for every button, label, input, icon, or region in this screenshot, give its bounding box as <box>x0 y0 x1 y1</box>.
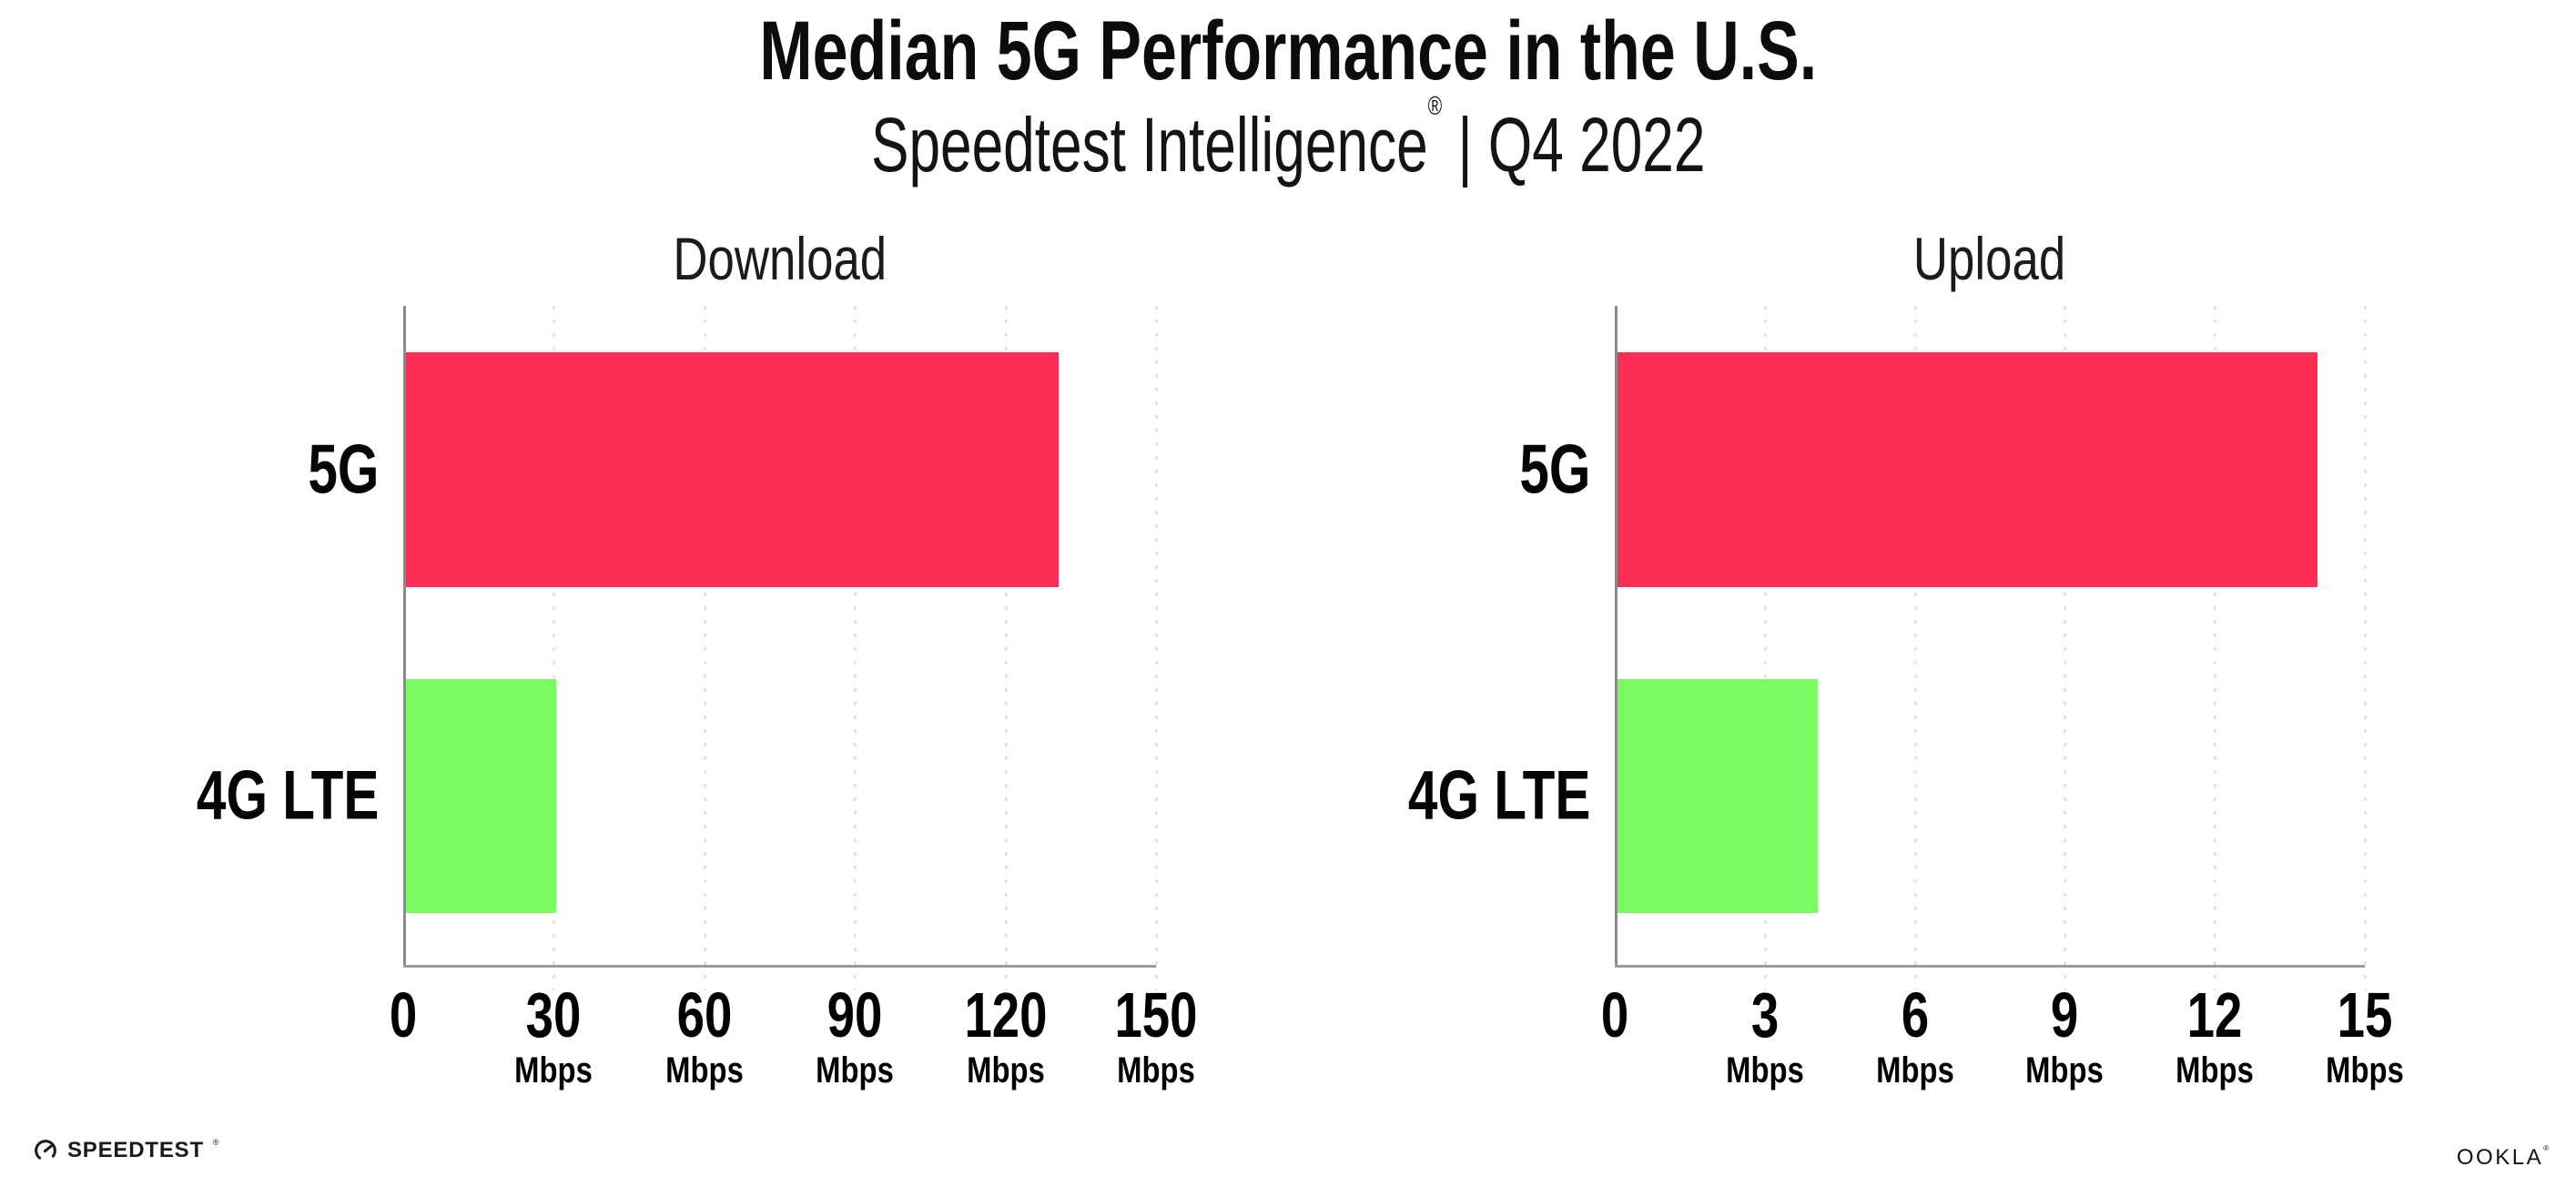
axis-tick-label: 3 <box>1750 979 1779 1050</box>
page-title-text: Median 5G Performance in the U.S. <box>759 5 1817 97</box>
x-tick: 15 Mbps <box>2265 981 2465 1090</box>
page-title: Median 5G Performance in the U.S. <box>0 5 2576 96</box>
upload-chart-title: Upload <box>1615 222 2365 295</box>
subtitle-period: | Q4 2022 <box>1442 102 1706 188</box>
speedtest-logo: SPEEDTEST ® <box>33 1138 219 1163</box>
gridline <box>2064 306 2067 990</box>
download-chart-title-text: Download <box>673 225 887 292</box>
axis-tick-label: 30 <box>526 979 582 1050</box>
x-tick: 6 Mbps <box>1815 981 2015 1090</box>
y-axis-line <box>1615 306 1618 968</box>
bar-5g <box>1618 352 2318 587</box>
page-subtitle-text: Speedtest Intelligence® | Q4 2022 <box>870 92 1706 188</box>
registered-mark: ® <box>1427 92 1443 122</box>
category-label-text: 4G LTE <box>1407 756 1590 835</box>
ookla-wordmark: OOKLA <box>2456 1145 2544 1170</box>
axis-tick-unit: Mbps <box>514 1050 593 1090</box>
speedtest-registered-mark: ® <box>212 1138 219 1147</box>
x-tick: 150 Mbps <box>1056 981 1256 1090</box>
gridline <box>2364 306 2367 990</box>
axis-tick-label: 120 <box>964 979 1048 1050</box>
axis-tick-label: 6 <box>1901 979 1929 1050</box>
gridline <box>553 306 556 990</box>
category-label: 5G <box>287 431 379 510</box>
gridline <box>1763 306 1767 990</box>
axis-tick-unit: Mbps <box>2175 1050 2255 1090</box>
bar-5g <box>406 352 1059 587</box>
x-tick: 60 Mbps <box>604 981 805 1090</box>
y-axis-line <box>403 306 406 968</box>
axis-tick-unit: Mbps <box>2025 1050 2104 1090</box>
axis-tick-label: 9 <box>2051 979 2079 1050</box>
x-tick: 30 Mbps <box>453 981 654 1090</box>
gridline <box>1155 306 1158 990</box>
speedtest-gauge-icon <box>35 1140 56 1161</box>
axis-tick-label: 60 <box>676 979 733 1050</box>
bar-4g-lte <box>406 679 557 913</box>
ookla-registered-mark: ® <box>2543 1143 2549 1152</box>
download-x-axis: 0 30 Mbps 60 Mbps 90 Mbps 120 Mbps 150 Mbps <box>390 981 1198 1100</box>
download-plot-area <box>403 306 1158 990</box>
axis-tick-label: 12 <box>2186 979 2243 1050</box>
gridline <box>1004 306 1008 990</box>
upload-plot-area <box>1615 306 2367 990</box>
ookla-logo: OOKLA® <box>2456 1143 2549 1171</box>
x-tick: 90 Mbps <box>755 981 955 1090</box>
axis-tick-unit: Mbps <box>664 1050 744 1090</box>
axis-tick-label: 150 <box>1114 979 1198 1050</box>
axis-tick-label: 15 <box>2337 979 2393 1050</box>
download-chart-title: Download <box>403 222 1156 295</box>
category-label-text: 5G <box>307 431 379 509</box>
gridline <box>2214 306 2217 990</box>
x-axis-line <box>403 965 1156 968</box>
x-tick: 9 Mbps <box>1964 981 2165 1090</box>
x-tick: 0 <box>1515 981 1715 1049</box>
axis-tick-unit: Mbps <box>1117 1050 1195 1090</box>
upload-x-axis: 0 3 Mbps 6 Mbps 9 Mbps 12 Mbps 15 Mbps <box>1601 981 2404 1100</box>
axis-tick-unit: Mbps <box>966 1050 1045 1090</box>
axis-tick-unit: Mbps <box>1875 1050 1954 1090</box>
axis-tick-unit: Mbps <box>2326 1050 2404 1090</box>
axis-tick-label: 90 <box>827 979 883 1050</box>
axis-tick-label: 0 <box>1600 979 1629 1050</box>
x-tick: 12 Mbps <box>2115 981 2315 1090</box>
category-label-text: 4G LTE <box>196 756 379 835</box>
gridline <box>854 306 857 990</box>
x-tick: 0 <box>303 981 503 1049</box>
category-label: 5G <box>1498 431 1590 510</box>
speedtest-wordmark: SPEEDTEST <box>67 1138 204 1162</box>
gridline <box>1913 306 1917 990</box>
bar-4g-lte <box>1618 679 1818 913</box>
x-tick: 3 Mbps <box>1665 981 1865 1090</box>
category-label: 4G LTE <box>142 756 379 836</box>
x-axis-line <box>1615 965 2365 968</box>
axis-tick-unit: Mbps <box>1725 1050 1804 1090</box>
upload-chart: Upload 0 3 Mbps 6 Mbps 9 Mbps 12 Mbps 15 Mbps 5G 4G… <box>1407 225 2403 1090</box>
axis-tick-label: 0 <box>389 979 418 1050</box>
gridline <box>703 306 706 990</box>
category-label-text: 5G <box>1518 431 1590 509</box>
download-chart: Download 0 30 Mbps 60 Mbps 90 Mbps 120 Mbps 150 Mb… <box>196 225 1197 1090</box>
upload-chart-title-text: Upload <box>1913 225 2066 292</box>
axis-tick-unit: Mbps <box>816 1050 895 1090</box>
x-tick: 120 Mbps <box>906 981 1106 1090</box>
category-label: 4G LTE <box>1354 756 1590 836</box>
subtitle-brand: Speedtest Intelligence <box>870 102 1428 188</box>
page-subtitle: Speedtest Intelligence® | Q4 2022 <box>0 92 2576 188</box>
